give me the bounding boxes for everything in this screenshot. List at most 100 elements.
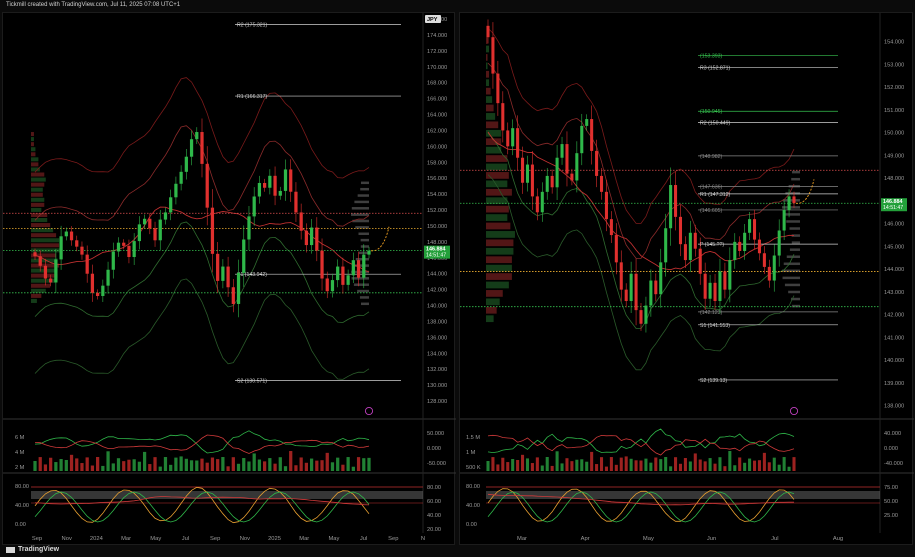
candle-body	[341, 266, 345, 285]
candle-body	[205, 163, 209, 208]
volume-bar	[530, 463, 534, 471]
volume-bar	[320, 460, 324, 471]
oscillator-band	[486, 491, 880, 499]
time-axis-label: Jun	[707, 536, 716, 542]
volume-bar	[723, 466, 727, 471]
price-tick-label: 145.000	[884, 244, 904, 250]
volume-bar	[169, 464, 173, 471]
volume-profile-bar	[486, 273, 512, 280]
oscillator-tick-label: 0.00	[15, 522, 26, 528]
volume-profile-bar	[486, 155, 508, 162]
volume-bar	[132, 459, 136, 471]
indicator-band	[487, 27, 795, 224]
volume-profile-bar	[486, 70, 490, 78]
volume-profile-bar	[486, 298, 500, 306]
volume-profile-bar	[31, 182, 45, 187]
session-profile-bar	[790, 297, 800, 301]
pivot-level-label: S2 (130.571)	[237, 379, 267, 385]
volume-profile-bar	[486, 172, 509, 179]
oscillator-line	[34, 496, 370, 506]
session-profile-bar	[351, 213, 369, 216]
time-axis-label: Mar	[299, 536, 309, 542]
candle-body	[362, 254, 366, 278]
volume-profile-bar	[486, 247, 514, 255]
volume-bar	[195, 460, 199, 471]
volume-bar	[273, 463, 277, 471]
pivot-level-label: (153.393)	[700, 54, 722, 60]
session-profile-bar	[782, 276, 800, 280]
volume-bar	[624, 456, 628, 471]
candle-body	[278, 190, 282, 196]
volume-profile-bar	[31, 243, 60, 248]
session-profile-bar	[782, 269, 800, 273]
candle-body	[236, 272, 241, 304]
price-tick-label: 154.000	[884, 40, 904, 46]
price-tick-label: 152.000	[427, 208, 447, 214]
candle-body	[634, 273, 638, 311]
price-tick-label: 130.000	[427, 383, 447, 389]
candle-body	[639, 310, 643, 324]
volume-bar	[289, 451, 293, 471]
volume-bar	[678, 463, 683, 471]
volume-bar	[247, 461, 251, 471]
candle-body	[356, 260, 361, 278]
candle-body	[565, 144, 569, 174]
time-axis-label: Aug	[833, 536, 843, 542]
volume-bar	[252, 453, 256, 471]
price-tick-label: 140.000	[884, 358, 904, 364]
volume-profile-bar	[31, 192, 43, 197]
session-profile-bar	[360, 245, 369, 248]
volume-tick-label: 4 M	[15, 450, 25, 456]
tradingview-logo: TradingView	[6, 546, 59, 553]
projection-arrow	[795, 179, 815, 204]
candle-body	[486, 25, 490, 38]
volume-profile-bar	[31, 162, 39, 167]
candle-body	[148, 218, 152, 229]
volume-bar	[570, 461, 574, 471]
volume-bar	[787, 466, 791, 471]
price-tick-label: 128.000	[427, 399, 447, 405]
price-tick-label: 158.000	[427, 160, 447, 166]
price-tick-label: 174.000	[427, 33, 447, 39]
volume-bar	[226, 466, 230, 471]
volume-profile-bar	[486, 96, 493, 103]
header-text: Tickmill created with TradingView.com, J…	[6, 2, 181, 8]
candle-body	[733, 241, 737, 261]
volume-bar	[268, 458, 272, 471]
volume-bar	[580, 459, 584, 471]
candle-body	[137, 224, 141, 242]
volume-bar	[263, 461, 267, 471]
volume-profile-bar	[486, 306, 497, 314]
session-profile-bar	[792, 304, 800, 308]
volume-bar	[585, 461, 589, 471]
volume-bar	[639, 460, 643, 471]
candle-body	[535, 196, 539, 213]
volume-bar	[38, 457, 42, 471]
volume-bar	[205, 462, 209, 471]
session-profile-bar	[358, 232, 369, 236]
candle-body	[325, 278, 329, 292]
volume-profile-bar	[486, 113, 496, 120]
session-profile-bar	[361, 302, 369, 306]
oscillator-tick-right: 25.00	[884, 513, 898, 519]
volume-bar	[629, 458, 633, 471]
price-tick-label: 164.000	[427, 113, 447, 119]
candle-body	[698, 248, 702, 274]
session-profile-bar	[355, 226, 369, 229]
volume-profile-bar	[31, 137, 34, 142]
candle-body	[590, 119, 594, 151]
right-chart-svg[interactable]: 138.000 139.000 140.000 141.000 142.000 143.0…	[460, 13, 914, 546]
price-tick-label: 148.000	[884, 176, 904, 182]
left-chart-svg[interactable]: 128.000 130.000 132.000 134.000 136.000 138.0…	[3, 13, 456, 546]
price-tick-label: 160.000	[427, 144, 447, 150]
price-tick-label: 170.000	[427, 65, 447, 71]
moving-average-line	[487, 131, 795, 271]
pivot-level-label: R2 (150.449)	[700, 121, 731, 127]
candle-body	[195, 132, 199, 140]
candle-body	[283, 169, 288, 191]
right-chart-panel[interactable]: 138.000 139.000 140.000 141.000 142.000 143.0…	[459, 12, 914, 546]
left-chart-panel[interactable]: 128.000 130.000 132.000 134.000 136.000 138.0…	[2, 12, 456, 546]
volume-profile-bar	[31, 278, 55, 283]
candle-body	[210, 207, 215, 254]
volume-profile-bar	[31, 288, 46, 293]
